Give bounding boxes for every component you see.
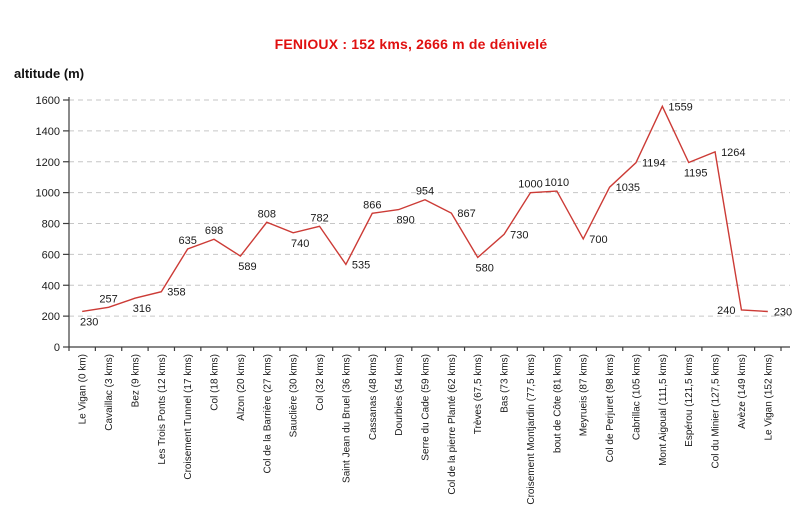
x-category-label: Col de Perjuret (98 kms)	[605, 354, 616, 462]
y-axis-title: altitude (m)	[14, 66, 85, 81]
data-label: 954	[416, 186, 434, 198]
x-category-label: Espérou (121,5 kms)	[684, 354, 695, 447]
x-category-label: Col de la pierre Planté (62 kms)	[447, 354, 458, 495]
x-category-label: Col du Minier (127,5 kms)	[711, 354, 722, 468]
data-label: 1000	[518, 179, 542, 191]
y-tick-label: 0	[54, 342, 60, 354]
x-category-label: Saint Jean du Bruel (36 kms)	[341, 354, 352, 483]
data-label: 890	[396, 215, 414, 227]
x-category-label: Croisement Montjardin (77,5 kms)	[526, 354, 537, 505]
data-label: 698	[205, 225, 223, 237]
data-label: 580	[476, 262, 494, 274]
data-label: 589	[238, 261, 256, 273]
x-category-label: Les Trois Ponts (12 kms)	[157, 354, 168, 465]
chart-title: FENIOUX : 152 kms, 2666 m de dénivelé	[274, 36, 548, 52]
y-tick-label: 400	[42, 280, 60, 292]
y-tick-label: 1200	[36, 157, 60, 169]
data-label: 867	[457, 208, 475, 220]
data-label: 635	[178, 235, 196, 247]
x-category-label: Col de la Barrière (27 kms)	[262, 354, 273, 473]
data-label: 782	[310, 212, 328, 224]
x-category-label: Bez (9 kms)	[130, 354, 141, 407]
data-label: 700	[589, 234, 607, 246]
y-tick-label: 600	[42, 249, 60, 261]
y-tick-label: 1400	[36, 126, 60, 138]
data-label: 230	[774, 306, 792, 318]
x-category-label: Mont Aigoual (111,5 kms)	[658, 354, 669, 466]
y-tick-label: 800	[42, 219, 60, 231]
x-category-label: Serre du Cade (59 kms)	[421, 354, 432, 461]
x-category-label: Avèze (149 kms)	[737, 354, 748, 429]
data-label: 240	[717, 305, 735, 317]
data-label: 1035	[616, 182, 640, 194]
data-label: 257	[99, 293, 117, 305]
data-label: 358	[167, 287, 185, 299]
x-category-label: Sauclière (30 kms)	[289, 354, 300, 437]
x-category-label: Col (32 kms)	[315, 354, 326, 411]
data-label: 1195	[684, 168, 708, 180]
x-category-label: Col (18 kms)	[210, 354, 221, 411]
x-category-label: Dourbies (54 kms)	[394, 354, 405, 436]
data-label: 1010	[545, 177, 569, 189]
y-tick-label: 1000	[36, 188, 60, 200]
data-label: 535	[352, 259, 370, 271]
data-label: 740	[291, 238, 309, 250]
x-category-label: Meyrueis (87 kms)	[579, 354, 590, 436]
y-tick-label: 1600	[36, 95, 60, 107]
data-label: 730	[510, 229, 528, 241]
x-category-label: Alzon (20 kms)	[236, 354, 247, 421]
x-category-label: Le Vigan (0 km)	[78, 354, 89, 424]
data-label: 1194	[642, 158, 666, 170]
x-category-label: Bas (73 kms)	[500, 354, 511, 413]
data-label: 230	[80, 316, 98, 328]
data-label: 808	[258, 208, 276, 220]
x-category-label: Le Vigan (152 kms)	[763, 354, 774, 441]
data-label: 866	[363, 199, 381, 211]
x-category-label: Cabrillac (105 kms)	[631, 354, 642, 440]
data-label: 1559	[668, 101, 692, 113]
altitude-line	[82, 104, 768, 313]
x-category-label: Trèves (67,5 kms)	[473, 354, 484, 434]
y-tick-label: 200	[42, 311, 60, 323]
data-label: 1264	[721, 147, 745, 159]
x-category-label: Croisement Tunnel (17 kms)	[183, 354, 194, 480]
x-category-label: Cassanas (48 kms)	[368, 354, 379, 440]
x-category-label: Cavaillac (3 kms)	[104, 354, 115, 431]
data-label: 316	[133, 303, 151, 315]
x-category-label: bout de Côte (81 kms)	[552, 354, 563, 453]
